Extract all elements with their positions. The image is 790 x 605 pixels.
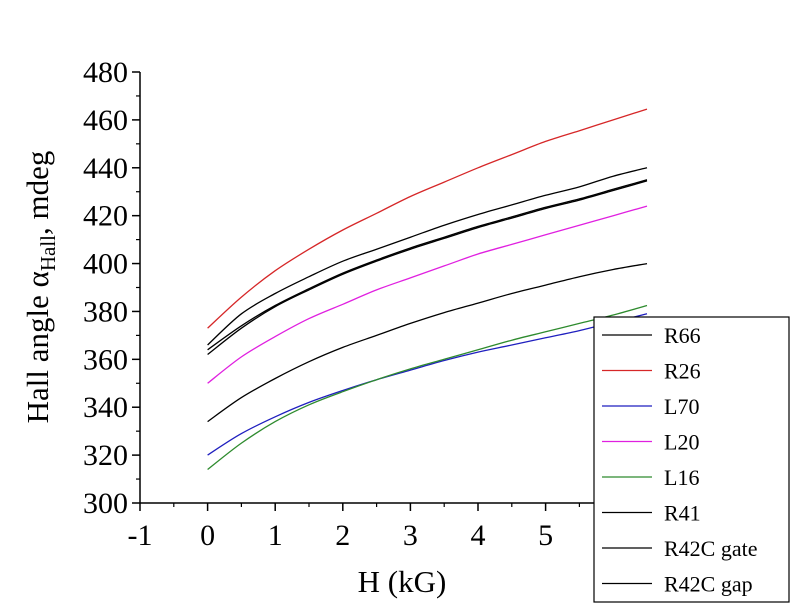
x-tick-label: 4 <box>471 519 486 552</box>
legend-label: L16 <box>664 465 699 490</box>
y-tick-label: 480 <box>83 56 128 89</box>
y-axis-title-tail: , mdeg <box>20 151 55 235</box>
y-axis-title-subscript: Hall <box>36 235 60 271</box>
x-tick-label: 2 <box>335 519 350 552</box>
y-tick-label: 400 <box>83 248 128 281</box>
x-tick-label: 0 <box>200 519 215 552</box>
legend-label: L70 <box>664 394 699 419</box>
series-line-l20 <box>207 205 648 384</box>
legend-item: R41 <box>602 501 701 526</box>
svg-text:Hall angle αHall, mdeg: Hall angle αHall, mdeg <box>20 151 60 424</box>
legend-label: L20 <box>664 430 699 455</box>
y-tick-label: 300 <box>83 487 128 520</box>
series-layer <box>207 108 648 471</box>
series-line-r42c-gate <box>207 179 648 351</box>
y-tick-label: 380 <box>83 295 128 328</box>
legend-item: R26 <box>602 359 701 384</box>
y-tick-label: 420 <box>83 200 128 233</box>
y-tick-label: 320 <box>83 439 128 472</box>
series-line-r26 <box>207 108 648 329</box>
y-tick-label: 340 <box>83 391 128 424</box>
legend-item: L70 <box>602 394 699 419</box>
legend-label: R42C gate <box>664 536 758 561</box>
series-line-r41 <box>207 262 648 423</box>
legend-item: L20 <box>602 430 699 455</box>
legend-label: R66 <box>664 323 701 348</box>
x-tick-label: 5 <box>538 519 553 552</box>
legend-box <box>593 316 790 603</box>
series-line-l16 <box>207 304 648 471</box>
legend: R66 R26 L70 L20 L16 R41 R42C gate R42C gap <box>593 316 790 603</box>
y-tick-label: 360 <box>83 343 128 376</box>
legend-item: R42C gate <box>602 536 758 561</box>
y-tick-label: 460 <box>83 104 128 137</box>
legend-item: R66 <box>602 323 701 348</box>
legend-item: R42C gap <box>602 572 753 597</box>
series-line-l70 <box>207 313 648 456</box>
x-tick-label: -1 <box>128 519 153 552</box>
series-line-r66 <box>207 167 648 346</box>
y-axis-title-main: Hall angle α <box>20 271 55 423</box>
legend-label: R42C gap <box>664 572 753 597</box>
x-tick-label: 3 <box>403 519 418 552</box>
y-tick-label: 440 <box>83 152 128 185</box>
legend-label: R41 <box>664 501 701 526</box>
x-axis-title: H (kG) <box>358 564 447 599</box>
series-line-r42c-gap <box>207 180 648 356</box>
y-axis-title: Hall angle αHall, mdeg <box>20 151 60 424</box>
legend-item: L16 <box>602 465 699 490</box>
x-tick-label: 1 <box>268 519 283 552</box>
legend-label: R26 <box>664 359 701 384</box>
